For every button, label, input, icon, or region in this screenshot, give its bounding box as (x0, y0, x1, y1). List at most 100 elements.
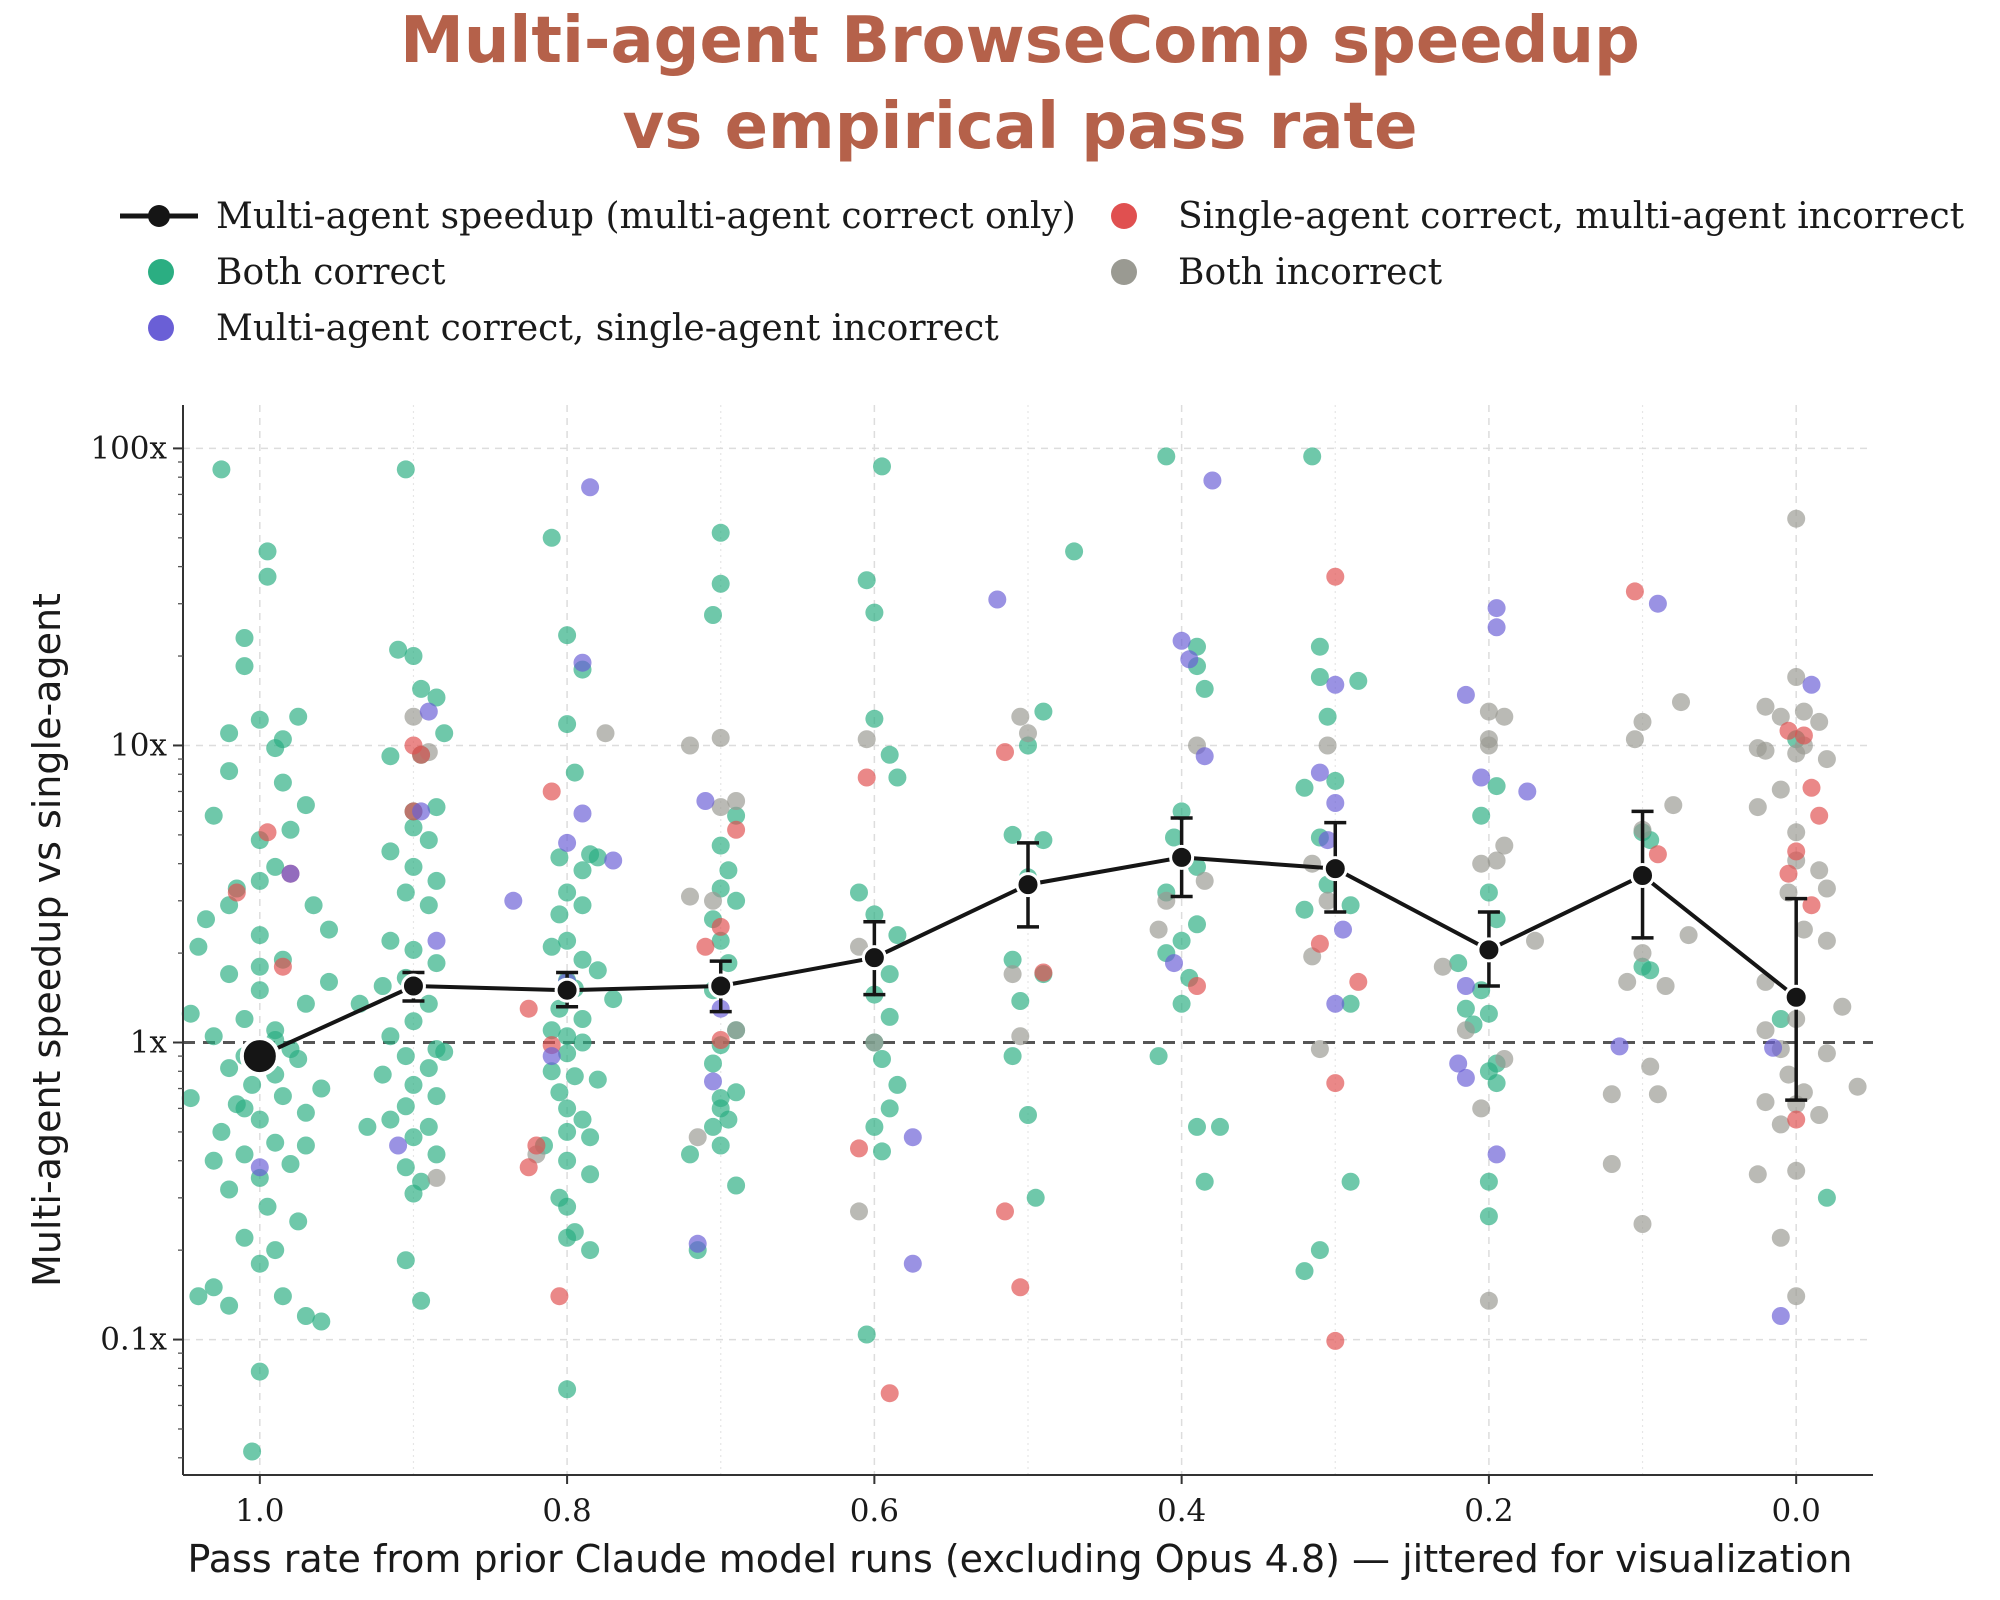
point-both-correct (573, 1033, 592, 1052)
point-both-correct (181, 1089, 200, 1108)
point-both-incorrect (727, 1021, 746, 1040)
point-both-incorrect (1810, 1106, 1829, 1124)
point-multi-only (1449, 1054, 1468, 1073)
point-both-correct (681, 1145, 699, 1164)
point-both-correct (1341, 896, 1360, 915)
point-both-correct (412, 1291, 431, 1310)
point-both-correct (197, 910, 215, 929)
point-both-correct (289, 707, 308, 726)
point-multi-only (1487, 618, 1506, 637)
point-both-incorrect (1479, 1291, 1498, 1310)
scatter-points (181, 447, 1867, 1461)
point-both-incorrect (1817, 931, 1836, 950)
mean-speedup-marker (554, 977, 580, 1003)
point-both-correct (204, 806, 223, 825)
point-both-incorrect (1787, 1161, 1806, 1180)
point-both-incorrect (1771, 707, 1790, 726)
point-multi-only (1802, 675, 1821, 694)
point-multi-only (704, 1072, 722, 1091)
point-single-only (1011, 1278, 1030, 1297)
mean-speedup-marker (708, 973, 734, 999)
point-both-correct (419, 994, 438, 1013)
point-both-correct (727, 891, 746, 910)
point-both-correct (258, 567, 277, 586)
point-both-incorrect (1011, 1027, 1030, 1046)
point-single-only (1794, 726, 1813, 745)
point-multi-only (573, 804, 592, 823)
point-both-incorrect (1003, 965, 1022, 984)
point-both-incorrect (1794, 702, 1813, 721)
point-both-correct (719, 954, 738, 973)
point-both-incorrect (1748, 798, 1767, 817)
point-both-correct (573, 896, 592, 915)
point-multi-only (389, 1136, 408, 1155)
point-both-incorrect (1817, 1044, 1836, 1063)
point-both-correct (865, 709, 884, 728)
point-both-correct (558, 1044, 577, 1063)
point-both-incorrect (1641, 1057, 1660, 1076)
point-both-incorrect (427, 1168, 446, 1187)
point-both-correct (550, 848, 569, 867)
point-both-correct (550, 999, 569, 1018)
point-single-only (1802, 778, 1821, 797)
point-both-incorrect (1019, 724, 1037, 743)
point-both-correct (250, 957, 269, 976)
point-both-correct (1026, 1188, 1045, 1207)
point-both-correct (258, 542, 277, 561)
point-single-only (696, 937, 715, 956)
point-single-only (1625, 582, 1644, 601)
point-both-correct (212, 460, 231, 479)
point-both-correct (711, 931, 730, 950)
point-multi-only (1334, 920, 1352, 939)
point-both-correct (604, 990, 623, 1009)
point-multi-only (1487, 1145, 1506, 1164)
point-both-correct (1479, 1172, 1498, 1191)
point-both-incorrect (1479, 736, 1498, 755)
point-both-incorrect (1771, 1115, 1790, 1134)
point-both-incorrect (1487, 851, 1506, 870)
point-multi-only (1172, 631, 1191, 650)
y-tick-label: 0.1x (100, 1322, 167, 1358)
point-both-correct (727, 1176, 746, 1195)
point-multi-only (504, 891, 523, 910)
point-both-correct (1472, 806, 1491, 825)
point-single-only (1310, 934, 1329, 953)
point-both-correct (220, 965, 239, 984)
point-both-correct (558, 883, 577, 902)
point-single-only (527, 1136, 546, 1155)
point-both-correct (1326, 771, 1345, 790)
point-both-correct (865, 603, 884, 622)
point-both-correct (558, 1228, 577, 1247)
point-both-correct (704, 606, 722, 624)
point-both-incorrect (1157, 891, 1176, 910)
point-both-correct (704, 1054, 722, 1073)
point-both-correct (542, 937, 561, 956)
point-single-only (1787, 842, 1806, 861)
point-both-correct (427, 954, 446, 973)
point-both-incorrect (1479, 702, 1498, 721)
point-both-incorrect (704, 891, 722, 910)
point-both-incorrect (1472, 854, 1491, 873)
legend-dot-both-correct (148, 259, 174, 285)
point-both-correct (704, 1117, 722, 1136)
point-single-only (519, 999, 538, 1018)
point-both-correct (235, 657, 254, 676)
point-both-incorrect (1672, 693, 1690, 712)
point-both-incorrect (1602, 1155, 1621, 1173)
point-both-incorrect (1748, 1165, 1767, 1184)
point-both-correct (1310, 1241, 1329, 1260)
point-both-correct (235, 1145, 254, 1164)
point-both-correct (373, 1065, 392, 1084)
point-single-only (1326, 1331, 1345, 1350)
point-both-incorrect (711, 728, 730, 747)
mean-speedup-marker (400, 973, 426, 999)
point-both-correct (396, 883, 415, 902)
legend-dot-multi-only (148, 315, 174, 341)
legend-label-multi-only: Multi-agent correct, single-agent incorr… (216, 308, 999, 349)
point-both-incorrect (1848, 1077, 1867, 1096)
point-both-correct (1003, 1047, 1022, 1066)
point-multi-only (1310, 763, 1329, 782)
point-both-correct (404, 1128, 423, 1147)
point-both-correct (296, 1307, 315, 1325)
point-both-correct (212, 1122, 231, 1141)
